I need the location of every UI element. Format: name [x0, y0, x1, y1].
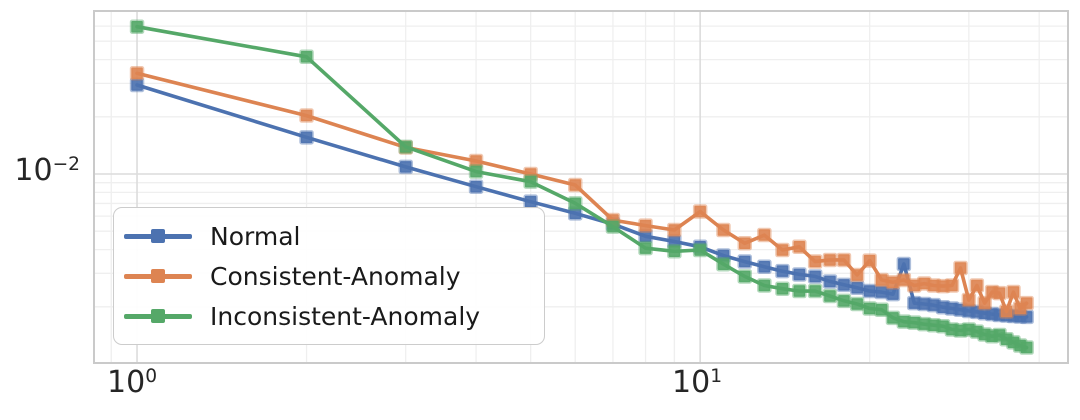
legend-sample-consistent-anomaly: [124, 268, 192, 284]
legend-label-consistent-anomaly: Consistent-Anomaly: [210, 261, 461, 291]
legend: Normal Consistent-Anomaly Inconsistent-A…: [113, 207, 545, 345]
legend-sample-inconsistent-anomaly: [124, 308, 192, 324]
legend-row-normal: Normal: [124, 216, 534, 256]
legend-label-normal: Normal: [210, 221, 301, 251]
legend-square-marker-icon: [151, 228, 165, 243]
legend-row-consistent-anomaly: Consistent-Anomaly: [124, 256, 534, 296]
legend-square-marker-icon: [151, 308, 165, 323]
legend-row-inconsistent-anomaly: Inconsistent-Anomaly: [124, 296, 534, 336]
x-axis-tick-1e0: 100: [107, 365, 158, 400]
x-axis-tick-1e1: 101: [672, 365, 723, 400]
y-axis-tick-1e-2: 10−2: [14, 153, 80, 188]
legend-square-marker-icon: [151, 268, 165, 283]
legend-sample-normal: [124, 228, 192, 244]
legend-label-inconsistent-anomaly: Inconsistent-Anomaly: [210, 301, 481, 331]
